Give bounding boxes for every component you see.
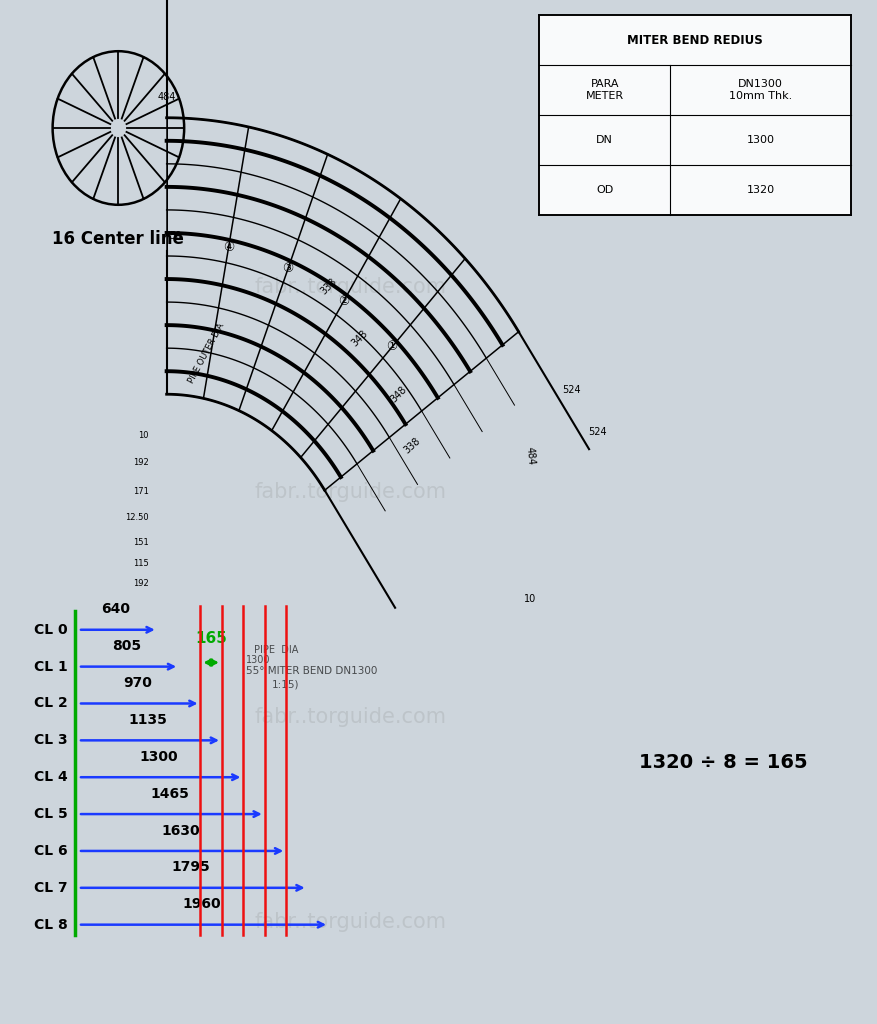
Text: 640: 640 — [102, 602, 131, 616]
Text: 1300: 1300 — [746, 135, 774, 145]
Text: DN1300
10mm Thk.: DN1300 10mm Thk. — [729, 80, 792, 101]
Text: 55° MITER BEND DN1300: 55° MITER BEND DN1300 — [246, 666, 377, 676]
Text: 1300: 1300 — [246, 655, 270, 666]
Text: 12.50: 12.50 — [125, 513, 149, 521]
Text: 115: 115 — [133, 559, 149, 567]
FancyBboxPatch shape — [539, 15, 851, 215]
Text: CL 6: CL 6 — [34, 844, 68, 858]
Text: PIPE  DIA: PIPE DIA — [254, 645, 299, 655]
Text: 1135: 1135 — [129, 713, 168, 727]
Text: 192: 192 — [133, 580, 149, 588]
Text: OD: OD — [596, 185, 613, 196]
Text: ③: ③ — [282, 262, 294, 274]
Text: 10: 10 — [139, 431, 149, 439]
Text: 165: 165 — [196, 631, 227, 646]
Text: 192: 192 — [133, 459, 149, 467]
Text: CL 0: CL 0 — [34, 623, 68, 637]
Text: CL 8: CL 8 — [34, 918, 68, 932]
Text: 524: 524 — [588, 427, 606, 437]
Text: CL 2: CL 2 — [34, 696, 68, 711]
Text: fabr..torguide.com: fabr..torguide.com — [255, 276, 446, 297]
Text: fabr..torguide.com: fabr..torguide.com — [255, 481, 446, 502]
Text: 1300: 1300 — [139, 750, 178, 764]
Text: 1:15): 1:15) — [272, 679, 299, 689]
Text: 338: 338 — [402, 435, 423, 456]
Text: 484: 484 — [524, 446, 536, 465]
Text: CL 7: CL 7 — [34, 881, 68, 895]
Text: 151: 151 — [133, 539, 149, 547]
Text: CL 5: CL 5 — [34, 807, 68, 821]
Text: 970: 970 — [123, 676, 152, 690]
Text: 1960: 1960 — [182, 897, 221, 911]
Text: 10: 10 — [524, 594, 537, 604]
Text: PARA
METER: PARA METER — [586, 80, 624, 101]
Text: DN: DN — [596, 135, 613, 145]
Text: 1795: 1795 — [172, 860, 210, 874]
Text: CL 1: CL 1 — [34, 659, 68, 674]
Text: ②: ② — [338, 295, 349, 308]
Text: 805: 805 — [112, 639, 141, 653]
Text: 484: 484 — [158, 92, 175, 102]
Text: 524: 524 — [563, 385, 581, 395]
Text: fabr..torguide.com: fabr..torguide.com — [255, 707, 446, 727]
Text: 50: 50 — [169, 230, 182, 241]
Text: 1320: 1320 — [746, 185, 774, 196]
Text: 348: 348 — [389, 384, 409, 404]
Text: MITER BEND REDIUS: MITER BEND REDIUS — [627, 34, 763, 47]
Text: ①: ① — [387, 340, 397, 353]
Text: 338: 338 — [319, 276, 339, 297]
Text: 1320 ÷ 8 = 165: 1320 ÷ 8 = 165 — [639, 754, 808, 772]
Text: 348: 348 — [350, 328, 369, 348]
Text: fabr..torguide.com: fabr..torguide.com — [255, 911, 446, 932]
Text: 1465: 1465 — [150, 786, 189, 801]
Text: PIPE OUTER DIA: PIPE OUTER DIA — [187, 322, 225, 385]
Text: 171: 171 — [133, 487, 149, 496]
Text: 1630: 1630 — [161, 823, 200, 838]
Text: 16 Center line: 16 Center line — [53, 230, 184, 249]
Text: CL 4: CL 4 — [34, 770, 68, 784]
Text: CL 3: CL 3 — [34, 733, 68, 748]
Text: ④: ④ — [223, 241, 234, 254]
